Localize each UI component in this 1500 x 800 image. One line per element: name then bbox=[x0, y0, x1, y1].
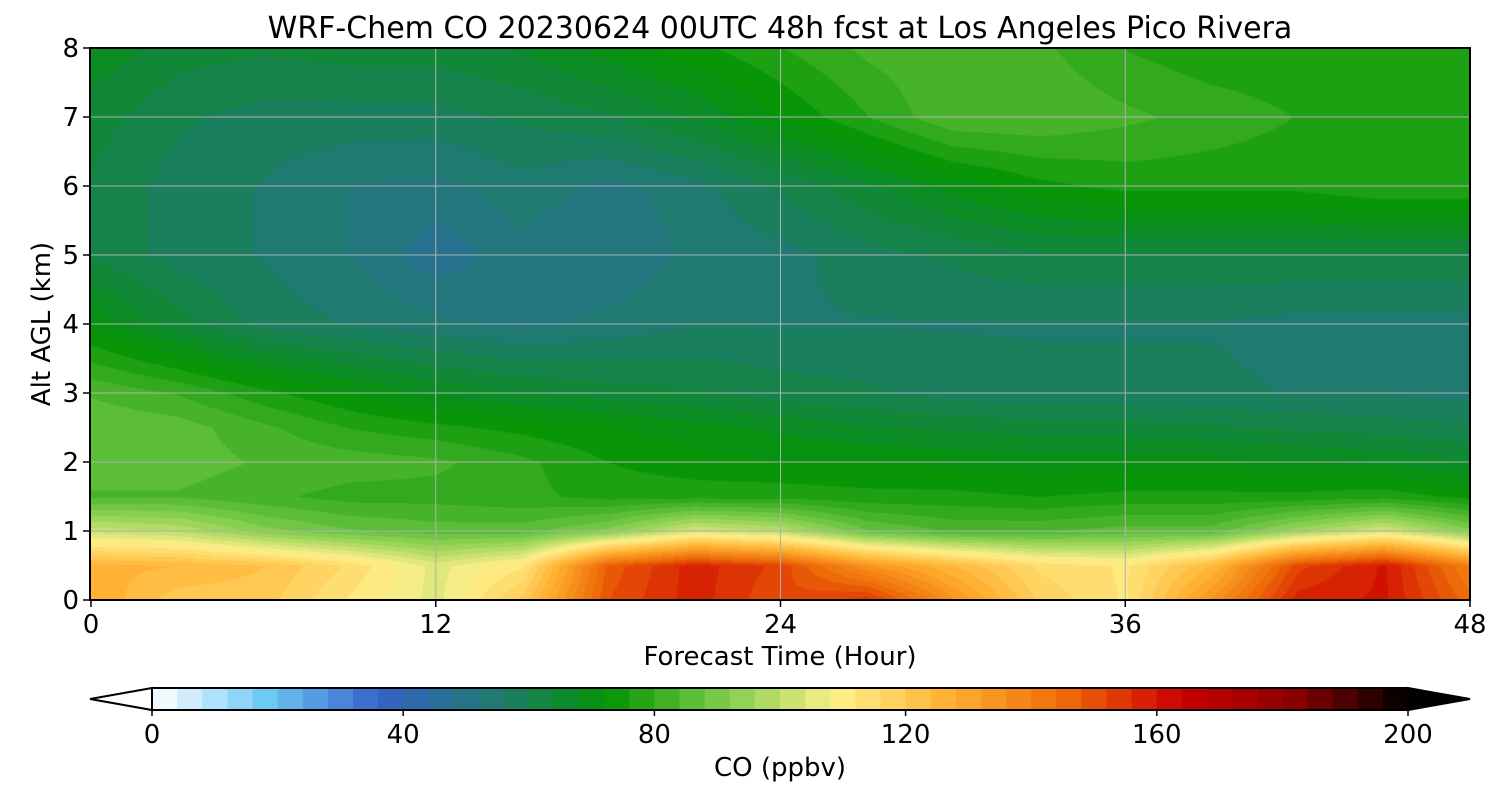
y-tick-label: 6 bbox=[62, 172, 79, 202]
colorbar-cell bbox=[403, 688, 429, 710]
colorbar-cell bbox=[1081, 688, 1108, 710]
colorbar-cell bbox=[1357, 688, 1384, 710]
colorbar-cell bbox=[302, 688, 329, 710]
colorbar-cell bbox=[604, 688, 630, 710]
colorbar-cell bbox=[252, 688, 279, 710]
colorbar-cell bbox=[1031, 688, 1057, 710]
colorbar-cell bbox=[1181, 688, 1208, 710]
colorbar-cell bbox=[1382, 688, 1409, 710]
y-tick-label: 4 bbox=[62, 310, 79, 340]
x-tick-label: 36 bbox=[1109, 610, 1142, 640]
colorbar-cell bbox=[880, 688, 907, 710]
colorbar-cell bbox=[553, 688, 580, 710]
colorbar-cell bbox=[202, 688, 228, 710]
colorbar-cell bbox=[503, 688, 530, 710]
colorbar-cell bbox=[453, 688, 480, 710]
colorbar-cell bbox=[1106, 688, 1133, 710]
colorbar-tick-label: 200 bbox=[1383, 720, 1433, 750]
colorbar-cell bbox=[1332, 688, 1359, 710]
colorbar-frame bbox=[151, 687, 1409, 711]
colorbar-cell bbox=[177, 688, 203, 710]
y-tick-label: 0 bbox=[62, 586, 79, 616]
colorbar-extend-low bbox=[89, 686, 153, 712]
y-axis: 0 1 2 3 4 5 6 7 8 bbox=[62, 34, 91, 616]
colorbar-cell bbox=[352, 688, 379, 710]
colorbar-cell bbox=[152, 688, 178, 710]
colorbar-cell bbox=[1232, 688, 1258, 710]
colorbar-cell bbox=[780, 688, 806, 710]
x-tick-label: 12 bbox=[419, 610, 452, 640]
colorbar-cell bbox=[855, 688, 882, 710]
colorbar-cell bbox=[955, 688, 982, 710]
colorbar-cell bbox=[478, 688, 505, 710]
colorbar-cell bbox=[528, 688, 555, 710]
colorbar-cell bbox=[704, 688, 731, 710]
y-tick-label: 3 bbox=[62, 379, 79, 409]
colorbar-cell bbox=[754, 688, 781, 710]
colorbar-cell bbox=[729, 688, 756, 710]
colorbar-cell bbox=[980, 688, 1007, 710]
colorbar-cell bbox=[654, 688, 681, 710]
colorbar-cell bbox=[227, 688, 254, 710]
colorbar-cell bbox=[277, 688, 304, 710]
colorbar-cell bbox=[378, 688, 404, 710]
y-tick-label: 1 bbox=[62, 517, 79, 547]
colorbar-cell bbox=[1006, 688, 1032, 710]
colorbar-cell bbox=[579, 688, 605, 710]
y-axis-label: Alt AGL (km) bbox=[27, 242, 57, 406]
colorbar-extend-high bbox=[1407, 686, 1471, 712]
colorbar: 0 40 80 120 160 200 CO (ppbv) bbox=[89, 686, 1471, 783]
y-tick-label: 8 bbox=[62, 34, 79, 64]
x-axis-label: Forecast Time (Hour) bbox=[643, 642, 916, 672]
colorbar-label: CO (ppbv) bbox=[714, 753, 846, 783]
colorbar-cell bbox=[428, 688, 455, 710]
y-tick-label: 5 bbox=[62, 241, 79, 271]
colorbar-ticks: 0 40 80 120 160 200 bbox=[144, 710, 1433, 750]
colorbar-cell bbox=[629, 688, 655, 710]
x-axis: 0 12 24 36 48 bbox=[83, 600, 1487, 640]
colorbar-cell bbox=[830, 688, 856, 710]
y-tick-label: 2 bbox=[62, 448, 79, 478]
x-tick-label: 48 bbox=[1453, 610, 1486, 640]
x-tick-label: 0 bbox=[83, 610, 100, 640]
chart-title: WRF-Chem CO 20230624 00UTC 48h fcst at L… bbox=[268, 11, 1293, 46]
colorbar-cell bbox=[1156, 688, 1183, 710]
colorbar-cell bbox=[905, 688, 932, 710]
colorbar-tick-label: 40 bbox=[387, 720, 420, 750]
grid-lines bbox=[91, 48, 1470, 600]
colorbar-cell bbox=[327, 688, 354, 710]
colorbar-tick-label: 80 bbox=[638, 720, 671, 750]
colorbar-cell bbox=[1282, 688, 1309, 710]
colorbar-cell bbox=[1131, 688, 1158, 710]
colorbar-tick-label: 120 bbox=[881, 720, 931, 750]
colorbar-cell bbox=[1257, 688, 1283, 710]
colorbar-cell bbox=[930, 688, 957, 710]
colorbar-cells bbox=[152, 688, 1409, 710]
y-tick-label: 7 bbox=[62, 103, 79, 133]
colorbar-tick-label: 0 bbox=[144, 720, 161, 750]
colorbar-cell bbox=[1207, 688, 1233, 710]
colorbar-tick-label: 160 bbox=[1132, 720, 1182, 750]
colorbar-cell bbox=[805, 688, 831, 710]
colorbar-cell bbox=[1056, 688, 1083, 710]
colorbar-cell bbox=[1307, 688, 1334, 710]
x-tick-label: 24 bbox=[764, 610, 797, 640]
colorbar-cell bbox=[679, 688, 706, 710]
